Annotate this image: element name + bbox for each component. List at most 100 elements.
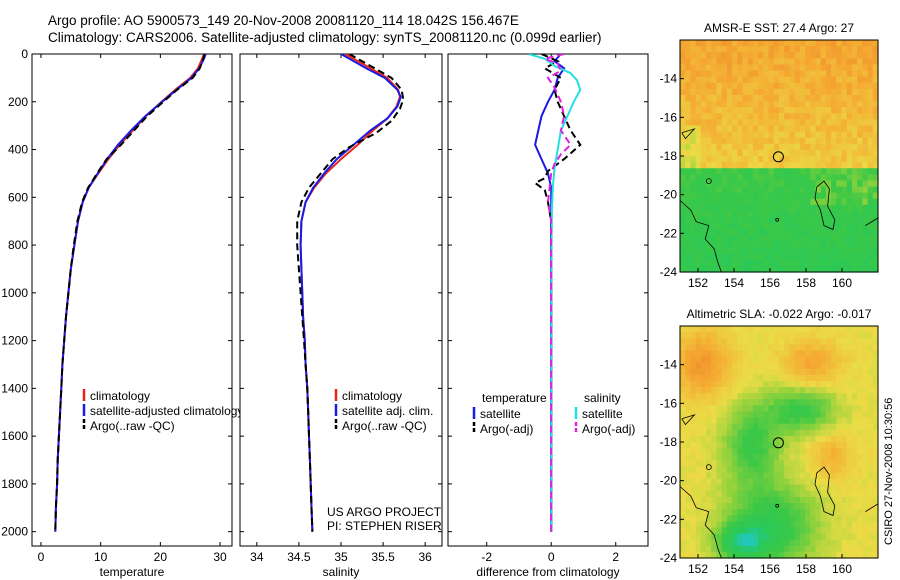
map-cell [773,217,780,224]
map-cell [810,40,817,47]
map-cell [721,137,728,145]
map-cell [690,88,697,96]
map-cell [862,46,869,53]
map-cell [758,223,764,230]
map-cell [716,107,723,114]
map-cell [763,64,770,72]
map-cell [794,350,801,358]
map-cell [758,368,764,376]
map-cell [690,551,697,559]
map-cell [810,454,817,461]
map-cell [726,70,733,78]
map-cell [763,326,770,333]
map-cell [831,180,837,188]
map-cell [810,551,817,559]
map-cell [726,344,733,352]
map-cell [836,143,843,151]
map-cell [726,380,733,388]
map-cell [851,235,858,243]
lon-tick-label: 160 [832,276,852,290]
map-cell [841,344,848,352]
map-cell [805,545,811,553]
map-cell [716,168,723,175]
map-cell [685,58,692,66]
map-cell [805,539,811,547]
x-axis-label: salinity [323,565,360,579]
map-cell [841,119,848,127]
map-cell [794,472,801,480]
map-cell [805,399,811,406]
map-cell [810,338,817,345]
map-cell [732,509,738,516]
map-cell [680,539,686,547]
map-cell [862,162,869,169]
map-cell [711,362,718,370]
legend-label: Argo(-adj) [480,422,533,436]
map-cell [737,429,744,437]
map-cell [685,411,692,419]
map-cell [805,229,811,236]
map-cell [700,113,707,120]
map-cell [758,88,764,96]
map-cell [799,326,806,333]
map-cell [732,119,738,127]
map-cell [752,58,759,66]
map-cell [700,442,707,449]
map-cell [857,448,863,455]
map-cell [742,125,749,133]
map-cell [726,393,733,400]
map-cell [867,344,874,352]
map-cell [773,344,780,352]
map-cell [810,332,817,339]
map-cell [789,356,796,364]
map-cell [851,265,858,273]
map-cell [862,40,869,47]
map-cell [794,332,801,339]
map-cell [695,521,702,529]
map-cell [680,46,686,53]
map-cell [716,210,723,218]
map-cell [706,113,712,120]
map-cell [815,478,822,486]
map-cell [685,551,692,559]
map-cell [825,380,832,388]
map-cell [872,265,879,273]
map-cell [779,235,785,243]
map-cell [805,210,811,218]
map-cell [810,533,817,541]
map-cell [779,490,785,498]
map-cell [836,539,843,547]
map-cell [721,368,728,376]
map-cell [732,113,738,120]
map-cell [711,180,718,188]
map-cell [867,521,874,529]
map-cell [690,119,697,127]
map-cell [805,217,811,224]
map-cell [758,149,764,157]
map-cell [700,454,707,461]
map-cell [857,411,863,419]
map-cell [784,58,791,66]
map-cell [768,76,775,84]
map-cell [768,174,775,182]
map-cell [799,198,806,206]
map-cell [768,545,775,553]
map-cell [711,259,718,267]
map-cell [716,259,723,267]
map-cell [799,417,806,425]
map-cell [737,533,744,541]
lat-tick-label: -14 [660,358,678,372]
map-cell [685,423,692,431]
map-cell [789,137,796,145]
map-cell [700,40,707,47]
map-cell [768,64,775,72]
map-cell [857,76,863,84]
map-cell [831,247,837,255]
map-cell [836,58,843,66]
map-cell [846,405,853,413]
map-cell [846,52,853,59]
map-cell [815,131,822,139]
map-cell [846,332,853,339]
map-cell [700,496,707,504]
map-cell [680,180,686,188]
